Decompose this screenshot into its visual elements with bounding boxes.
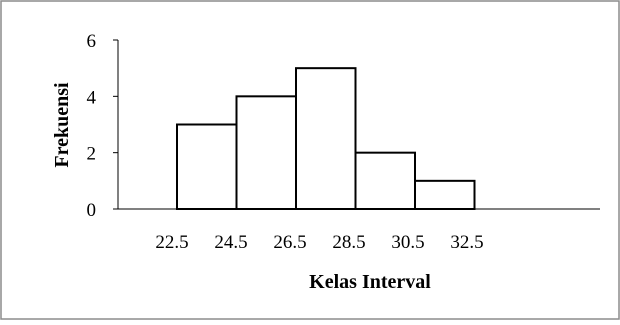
x-tick-label: 26.5 (273, 232, 306, 253)
x-axis-title: Kelas Interval (309, 271, 431, 293)
axes-layer (113, 39, 600, 210)
histogram-bar (176, 123, 238, 210)
y-tick-label: 0 (87, 200, 97, 221)
y-axis-title: Frekuensi (51, 82, 73, 168)
histogram-bar (235, 95, 297, 210)
x-tick-label: 28.5 (332, 232, 365, 253)
histogram-bar (295, 67, 357, 210)
x-tick-label: 22.5 (155, 232, 188, 253)
y-tick-label: 6 (87, 31, 97, 52)
histogram-bar (354, 151, 416, 211)
x-tick-label: 30.5 (391, 232, 424, 253)
y-tick-label: 2 (87, 144, 97, 165)
ticks-layer: 0 2 4 6 22.5 24.5 26.5 28.5 30.5 32.5 (87, 31, 484, 253)
bars-layer (176, 67, 476, 211)
x-tick-label: 24.5 (214, 232, 247, 253)
y-tick-label: 4 (87, 87, 97, 108)
histogram-bar (414, 179, 476, 210)
x-tick-label: 32.5 (450, 232, 483, 253)
